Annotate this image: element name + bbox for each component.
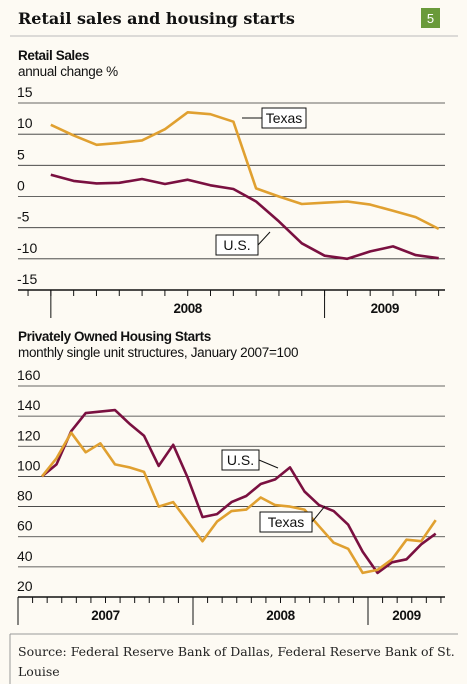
- badge: [421, 8, 440, 28]
- series-line: [41, 408, 437, 575]
- page-title: Retail sales and housing starts: [18, 9, 295, 28]
- chart-subtitle: monthly single unit structures, January …: [18, 345, 298, 360]
- y-tick-label: 10: [17, 115, 33, 131]
- y-tick-label: -15: [17, 271, 37, 287]
- legend-box: [221, 449, 260, 471]
- y-tick-label: -5: [17, 209, 30, 225]
- legend-box: [215, 234, 259, 256]
- source: Source: Federal Reserve Bank of Dallas, …: [18, 644, 455, 679]
- legend-label: U.S.: [227, 452, 254, 468]
- y-tick-label: 20: [17, 578, 33, 594]
- y-tick-label: 5: [17, 146, 25, 162]
- x-tick-label: 2009: [392, 608, 420, 623]
- y-tick-label: 100: [17, 457, 41, 473]
- badge-number: 5: [427, 11, 434, 26]
- chart-title: Privately Owned Housing Starts: [18, 329, 211, 344]
- y-tick-label: 120: [17, 427, 41, 443]
- y-tick-label: 60: [17, 518, 33, 534]
- y-tick-label: 140: [17, 397, 41, 413]
- y-tick-label: 40: [17, 548, 33, 564]
- chart-title: Retail Sales: [18, 48, 89, 63]
- legend-box: [261, 107, 307, 129]
- legend-label: U.S.: [223, 237, 250, 253]
- x-tick-label: 2008: [266, 608, 295, 623]
- leader-line: [311, 505, 326, 523]
- y-tick-label: 160: [17, 367, 41, 383]
- x-tick-label: 2009: [371, 301, 399, 316]
- leader-line: [258, 459, 279, 469]
- legend-box: [259, 511, 313, 533]
- x-tick-label: 2008: [173, 301, 202, 316]
- series-line: [50, 111, 440, 231]
- y-tick-label: 80: [17, 488, 33, 504]
- legend-label: Texas: [268, 514, 305, 530]
- legend-label: Texas: [266, 110, 303, 126]
- y-tick-label: -10: [17, 240, 37, 256]
- y-tick-label: 0: [17, 178, 25, 194]
- chart-subtitle: annual change %: [18, 64, 118, 79]
- y-tick-label: 15: [17, 84, 33, 100]
- series-line: [40, 431, 437, 575]
- series-line: [50, 173, 439, 261]
- x-tick-label: 2007: [91, 608, 119, 623]
- leader-line: [257, 231, 271, 246]
